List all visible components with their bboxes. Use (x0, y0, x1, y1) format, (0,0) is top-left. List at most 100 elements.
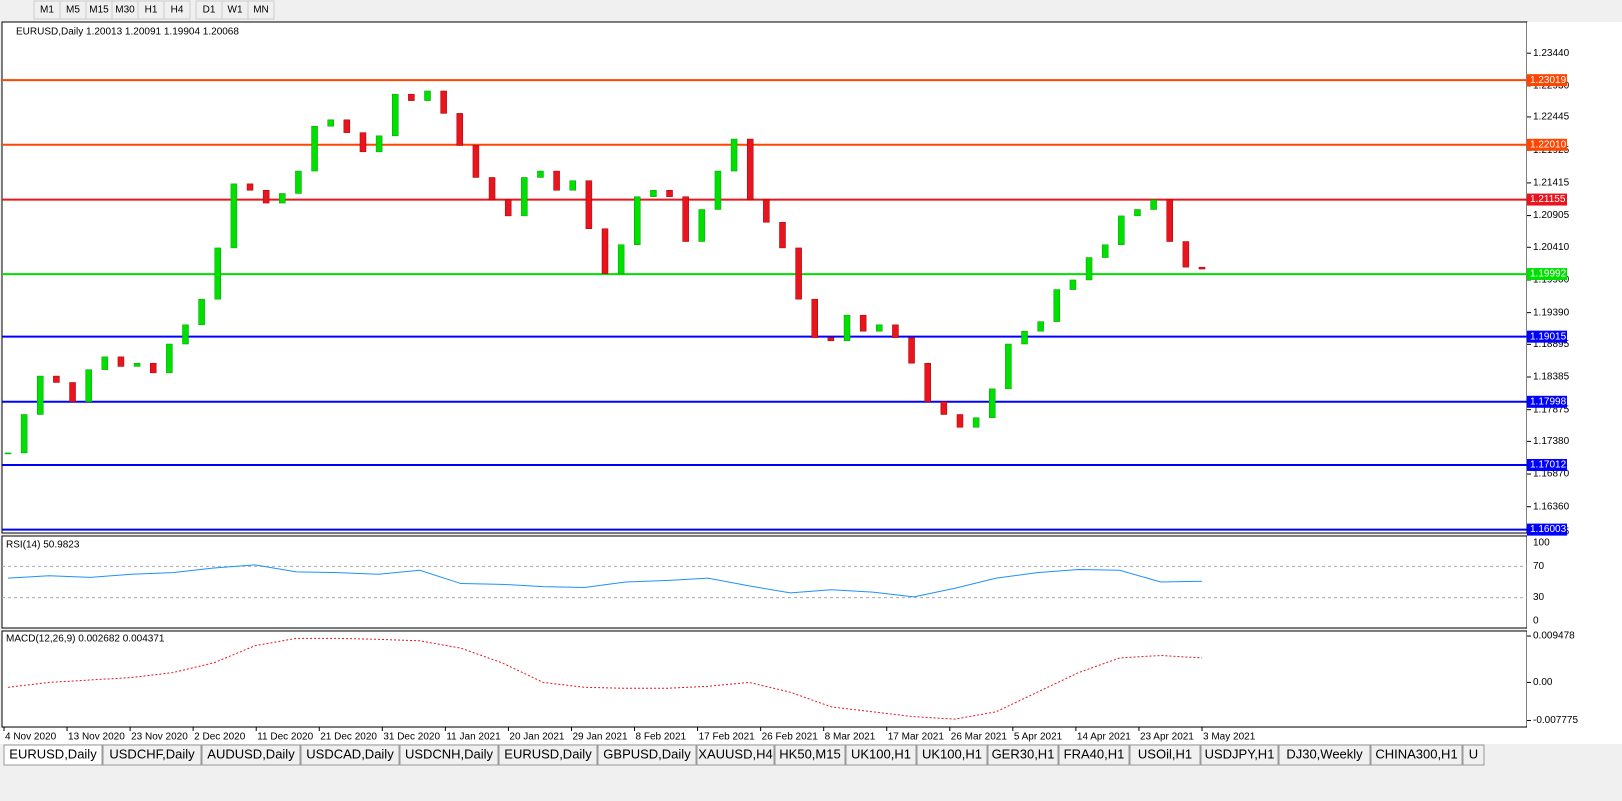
candle (859, 314, 867, 332)
tab-label[interactable]: USOil,H1 (1138, 746, 1192, 761)
level-label: 1.16003 (1530, 524, 1567, 535)
timeframe-label[interactable]: H1 (145, 5, 158, 16)
candle (375, 135, 383, 153)
timeframe-label[interactable]: H4 (171, 5, 184, 16)
y-tick-label: 1.18895 (1533, 339, 1570, 350)
rsi-label: RSI(14) 50.9823 (6, 540, 80, 551)
y-tick-label: 1.19900 (1533, 275, 1570, 286)
tab-label[interactable]: USDCNH,Daily (405, 746, 494, 761)
tab-label[interactable]: GBPUSD,Daily (603, 746, 691, 761)
timeframe-label[interactable]: MN (253, 5, 269, 16)
timeframe-label[interactable]: D1 (203, 5, 216, 16)
tab[interactable] (1278, 744, 1371, 766)
tab-label[interactable]: DJ30,Weekly (1286, 746, 1363, 761)
candle (1005, 343, 1012, 390)
candle (343, 119, 351, 133)
candle (1182, 241, 1190, 268)
tab[interactable] (845, 744, 917, 766)
tab-label[interactable]: XAUUSD,H4 (698, 746, 772, 761)
candle (230, 183, 238, 249)
tab-label[interactable]: UK100,H1 (922, 746, 982, 761)
candle (585, 180, 593, 229)
timeframe-label[interactable]: M5 (66, 5, 80, 16)
tab[interactable] (102, 744, 202, 766)
tab-label[interactable]: AUDUSD,Daily (207, 746, 295, 761)
level-label: 1.17012 (1530, 460, 1567, 471)
timeframe-button[interactable] (247, 0, 275, 20)
candle (940, 401, 948, 415)
tab[interactable] (498, 744, 598, 766)
tab-label[interactable]: USDCHF,Daily (109, 746, 195, 761)
candle (472, 145, 480, 178)
candle (714, 170, 722, 210)
rsi-tick-label: 0 (1533, 616, 1539, 627)
tab-label[interactable]: EURUSD,Daily (9, 746, 97, 761)
candle (972, 417, 980, 428)
candle (795, 247, 802, 300)
y-tick-label: 1.16360 (1533, 501, 1570, 512)
tab-label[interactable]: CHINA300,H1 (1375, 746, 1457, 761)
candle (424, 90, 431, 101)
candle (504, 199, 512, 217)
tab-label[interactable]: HK50,M15 (779, 746, 840, 761)
tab-label[interactable]: U (1469, 746, 1478, 761)
candle (488, 177, 496, 201)
rsi-tick-label: 30 (1533, 592, 1545, 603)
tab[interactable] (1462, 744, 1485, 766)
tab-label[interactable]: USDCAD,Daily (306, 746, 394, 761)
y-tick-label: 1.17380 (1533, 436, 1570, 447)
tab[interactable] (1058, 744, 1130, 766)
candle (1085, 257, 1093, 281)
candle (295, 170, 302, 194)
tab[interactable] (987, 744, 1059, 766)
tab[interactable] (696, 744, 775, 766)
rsi-panel (1, 535, 1528, 629)
x-tick-label: 13 Nov 2020 (68, 732, 125, 743)
candle (521, 177, 528, 217)
x-tick-label: 21 Dec 2020 (320, 732, 377, 743)
candle (1166, 199, 1173, 242)
tab-label[interactable]: EURUSD,Daily (504, 746, 592, 761)
x-tick-label: 2 Dec 2020 (194, 732, 246, 743)
candle (537, 170, 544, 178)
tab[interactable] (1200, 744, 1279, 766)
tab[interactable] (916, 744, 988, 766)
tab[interactable] (300, 744, 400, 766)
candle (634, 196, 641, 245)
candle (650, 190, 657, 197)
level-tag (1527, 458, 1567, 471)
y-tick-label: 1.20905 (1533, 210, 1570, 221)
tab[interactable] (201, 744, 301, 766)
candle (553, 170, 560, 191)
y-tick-label: 1.18385 (1533, 372, 1570, 383)
tab[interactable] (3, 744, 103, 766)
candle (246, 183, 254, 191)
x-tick-label: 11 Jan 2021 (446, 732, 501, 743)
tab-label[interactable]: FRA40,H1 (1064, 746, 1125, 761)
timeframe-label[interactable]: M1 (40, 5, 54, 16)
tab-label[interactable]: GER30,H1 (992, 746, 1055, 761)
candle (311, 125, 318, 172)
candle (327, 119, 334, 127)
tab[interactable] (399, 744, 499, 766)
candle (440, 90, 447, 114)
chart-header: EURUSD,Daily 1.20013 1.20091 1.19904 1.2… (16, 27, 239, 38)
tab[interactable] (1129, 744, 1201, 766)
candle (214, 247, 222, 300)
candle (1037, 321, 1044, 332)
tab[interactable] (1370, 744, 1463, 766)
timeframe-label[interactable]: M30 (115, 5, 135, 16)
timeframe-label[interactable]: M15 (89, 5, 109, 16)
tab[interactable] (774, 744, 846, 766)
tab-label[interactable]: USDJPY,H1 (1205, 746, 1275, 761)
tab-label[interactable]: UK100,H1 (851, 746, 911, 761)
candle (988, 388, 996, 418)
candle (811, 298, 819, 338)
x-tick-label: 20 Jan 2021 (509, 732, 564, 743)
y-tick-label: 1.21415 (1533, 178, 1570, 189)
tab[interactable] (597, 744, 697, 766)
candle (4, 452, 12, 455)
timeframe-label[interactable]: W1 (228, 5, 243, 16)
timeframe-button[interactable] (163, 0, 191, 20)
x-tick-label: 5 Apr 2021 (1014, 732, 1063, 743)
